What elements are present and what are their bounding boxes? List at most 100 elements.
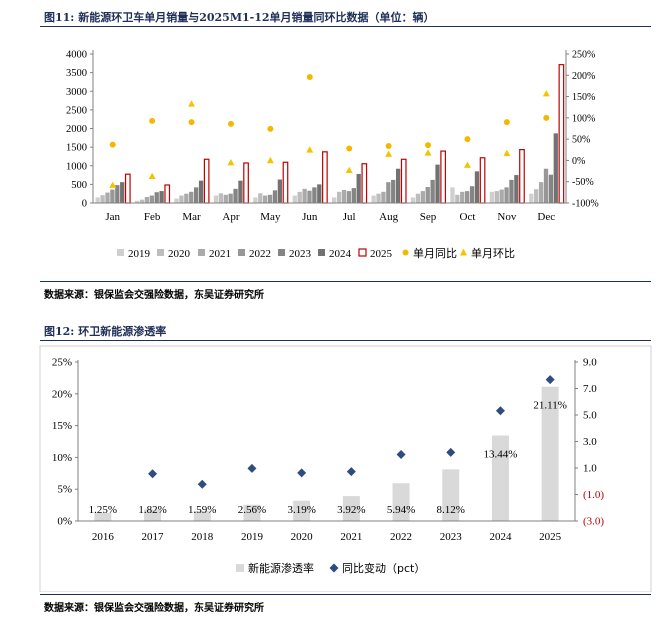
- legend-label: 2025: [370, 248, 393, 260]
- legend-label: 单月同比: [413, 247, 457, 260]
- y-tick-label: 2500: [66, 105, 87, 116]
- x-tick-label: Jan: [105, 211, 120, 223]
- legend-item-2021: 2021: [198, 248, 231, 260]
- figure-12-top-rule: [40, 340, 651, 341]
- bar-2020-Oct: [455, 194, 460, 203]
- legend-item-penetration: 新能源渗透率: [236, 561, 314, 575]
- y-right-tick-label: 1.0: [583, 463, 597, 475]
- mom-point-Dec: [542, 90, 550, 97]
- bar-2020-Feb: [139, 199, 145, 203]
- bar-2025-Apr: [243, 162, 249, 204]
- bar-2020-Jul: [336, 191, 342, 203]
- bar-2024-May: [277, 179, 283, 203]
- monthly-sales-chart: 0 500 1000 1500 2000 2500 3000 3500 4000 -100% -50…: [66, 50, 599, 261]
- y-tick-label: 3000: [66, 87, 87, 98]
- y-tick-label: 1000: [66, 161, 87, 172]
- bar-2024-Jan: [120, 182, 125, 203]
- bar-2019-May: [253, 197, 258, 203]
- y-tick-label: 3500: [66, 68, 87, 79]
- yoy-point-Aug: [385, 142, 392, 149]
- pct-change-point-2020: [297, 468, 307, 478]
- y-right-tick-label: 250%: [572, 50, 595, 61]
- mom-point-Feb: [148, 172, 156, 179]
- mom-point-Nov: [503, 149, 511, 156]
- data-label-2022: 5.94%: [387, 504, 415, 516]
- bar-2023-Mar: [193, 187, 199, 203]
- bar-2024-Jul: [356, 173, 361, 203]
- legend-swatch: [358, 248, 367, 257]
- x-tick-label: Jul: [343, 211, 356, 223]
- data-label-2025: 21.11%: [533, 400, 567, 412]
- yoy-point-Sep: [425, 142, 432, 149]
- y-right-tick-label: 100%: [572, 113, 595, 124]
- legend-swatch: [278, 249, 285, 256]
- bar-2024-Aug: [395, 168, 401, 203]
- legend-swatch: [238, 249, 245, 256]
- y-tick-label: 500: [71, 180, 87, 191]
- bar-2021-Dec: [538, 182, 544, 203]
- bar-2016: [94, 513, 112, 521]
- pct-change-point-2022: [396, 449, 406, 459]
- bar-2020-Dec: [534, 189, 539, 203]
- figure-11-source: 数据来源：银保监会交强险数据，东吴证券研究所: [44, 290, 264, 301]
- bar-2019-Jun: [292, 195, 297, 203]
- yoy-point-Oct: [464, 136, 471, 143]
- mom-point-Aug: [385, 150, 393, 157]
- bar-2021-Jan: [105, 192, 110, 203]
- bar-2019-Aug: [371, 195, 376, 203]
- legend-item-2019: 2019: [117, 248, 151, 260]
- figure-11-label: 图11:: [44, 11, 75, 24]
- bar-2025-Feb: [164, 184, 171, 204]
- legend-swatch: [318, 249, 325, 256]
- y-tick-label: 0%: [57, 516, 72, 528]
- bar-2023-Feb: [154, 192, 159, 203]
- bar-2024-Mar: [198, 180, 204, 203]
- bar-2025-Aug: [400, 158, 407, 204]
- penetration-rate-chart: 1.25% 1.82% 1.59% 2.56% 3.19% 3.92% 5.94% 8.12%…: [39, 345, 652, 592]
- mom-point-Sep: [424, 149, 432, 156]
- x-tick-label: Nov: [497, 211, 516, 223]
- bar-2021-Oct: [460, 191, 465, 203]
- bar-2022-Aug: [386, 182, 391, 203]
- legend-label: 2023: [289, 248, 312, 260]
- bar-2022-Feb: [149, 195, 154, 203]
- bar-2022-Mar: [189, 191, 194, 203]
- pct-change-point-2025: [545, 375, 555, 385]
- bar-2021-Jun: [302, 188, 307, 203]
- bar-2023-Dec: [548, 174, 554, 203]
- pct-change-point-2021: [346, 467, 356, 477]
- yoy-point-Jun: [306, 73, 313, 80]
- pct-change-point-2024: [495, 406, 505, 416]
- x-tick-label: 2023: [440, 531, 463, 543]
- bar-2022-May: [267, 194, 273, 203]
- x-tick-label: 2020: [291, 531, 314, 543]
- bar-2024-Apr: [238, 180, 243, 203]
- bar-2021-Aug: [381, 191, 386, 203]
- mom-point-Jul: [345, 166, 353, 174]
- mom-point-May: [266, 156, 274, 164]
- y-tick-label: 4000: [66, 50, 87, 61]
- bar-2025-Jul: [361, 163, 368, 204]
- x-tick-label: Jun: [302, 211, 318, 223]
- y-tick-label: 5%: [57, 484, 72, 496]
- bar-2023-Jul: [351, 188, 356, 203]
- bar-2022-Dec: [543, 168, 549, 203]
- bar-2018: [193, 510, 211, 521]
- figure-12-source: 数据来源：银保监会交强险数据，东吴证券研究所: [44, 603, 264, 614]
- bar-2020-Apr: [218, 193, 224, 203]
- bar-2020-Jun: [297, 191, 302, 203]
- y-tick-label: 2000: [66, 124, 87, 135]
- bar-2020-Mar: [179, 195, 184, 203]
- bar-2021-May: [263, 195, 268, 203]
- pct-change-point-2023: [446, 447, 456, 457]
- y-right-tick-label: 9.0: [583, 357, 597, 369]
- bar-2024: [491, 435, 509, 521]
- bar-2021-Nov: [499, 189, 504, 203]
- bar-2024-Feb: [159, 191, 164, 203]
- legend-item-2022: 2022: [238, 248, 271, 260]
- legend-swatch: [460, 248, 467, 256]
- legend-swatch: [329, 563, 339, 573]
- bar-2025-Mar: [203, 158, 210, 204]
- legend-label: 2024: [329, 248, 352, 260]
- y-tick-label: 1500: [66, 143, 87, 154]
